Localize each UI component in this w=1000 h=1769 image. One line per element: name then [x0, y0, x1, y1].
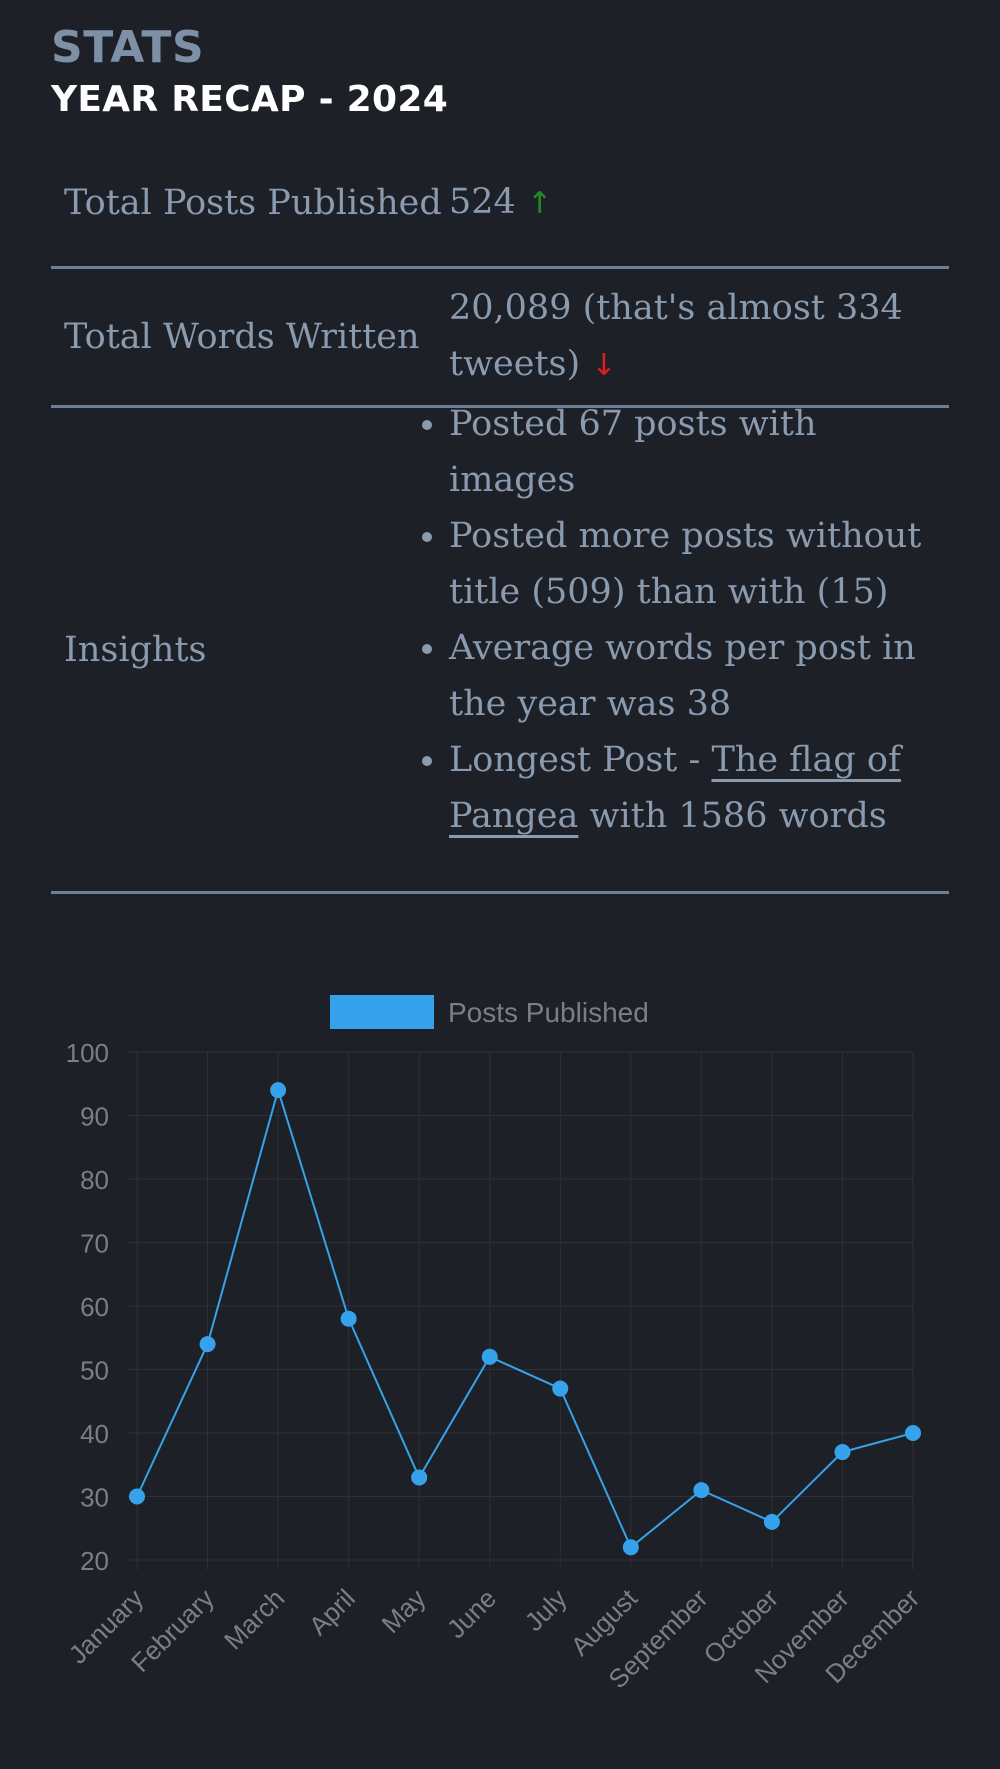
arrow-down-icon: ↓ [591, 348, 617, 383]
y-tick-label: 70 [80, 1229, 109, 1259]
insight-item: Posted 67 posts with images [449, 396, 949, 508]
posts-value-cell: 524 ↑ [449, 174, 949, 232]
posts-chart: Posts Published 100 90 80 70 60 50 40 30 20 Januar… [0, 975, 1000, 1755]
data-point [199, 1336, 216, 1353]
posts-label: Total Posts Published [64, 183, 442, 223]
insights-list: Posted 67 posts with images Posted more … [449, 396, 949, 844]
words-value-cell: 20,089 (that's almost 334 tweets) ↓ [449, 280, 949, 394]
words-value: 20,089 (that's almost 334 tweets) [449, 288, 903, 384]
stats-row-posts: Total Posts Published 524 ↑ [51, 140, 949, 269]
data-point [481, 1348, 498, 1365]
data-point [834, 1444, 851, 1461]
longest-suffix: with 1586 words [578, 795, 887, 836]
insight-item: Posted more posts without title (509) th… [449, 508, 949, 620]
series-line [136, 1086, 914, 1549]
y-tick-label: 40 [80, 1419, 109, 1449]
longest-prefix: Longest Post - [449, 739, 712, 780]
y-tick-label: 60 [80, 1292, 109, 1322]
y-tick-label: 80 [80, 1165, 109, 1195]
insight-item: Average words per post in the year was 3… [449, 620, 949, 732]
data-point [905, 1425, 921, 1441]
data-point [411, 1469, 428, 1486]
recap-heading: YEAR RECAP - 2024 [51, 79, 449, 120]
data-point [552, 1380, 569, 1397]
arrow-up-icon: ↑ [526, 186, 553, 221]
posts-line-chart: Posts Published1009080706050403020Januar… [63, 995, 925, 1694]
words-label: Total Words Written [64, 317, 420, 357]
data-point [270, 1082, 287, 1099]
y-tick-label: 30 [80, 1483, 109, 1513]
x-tick-label: June [441, 1583, 502, 1644]
x-tick-label: April [303, 1583, 361, 1641]
legend-swatch [330, 995, 434, 1029]
x-tick-label: July [519, 1583, 573, 1637]
page-title: STATS [51, 22, 205, 73]
data-point [340, 1310, 357, 1327]
data-point [129, 1488, 145, 1505]
x-tick-label: May [375, 1583, 431, 1639]
y-tick-label: 90 [80, 1102, 109, 1132]
longest-post-link[interactable]: The flag of Pangea [449, 739, 901, 836]
posts-value: 524 [449, 182, 516, 222]
insights-label: Insights [64, 629, 207, 670]
y-tick-label: 100 [66, 1038, 109, 1068]
insights-cell: Posted 67 posts with images Posted more … [449, 404, 949, 874]
data-point [622, 1539, 639, 1556]
data-point [693, 1482, 710, 1499]
x-tick-label: March [218, 1583, 290, 1655]
stats-row-insights: Insights Posted 67 posts with images Pos… [51, 404, 949, 894]
y-tick-label: 20 [80, 1546, 109, 1576]
insight-item-longest: Longest Post - The flag of Pangea with 1… [449, 732, 949, 844]
stats-row-words: Total Words Written 20,089 (that's almos… [51, 269, 949, 408]
data-point [763, 1513, 780, 1530]
legend-label: Posts Published [448, 997, 649, 1028]
y-tick-label: 50 [80, 1356, 109, 1386]
stats-table: Total Posts Published 524 ↑ Total Words … [51, 140, 949, 894]
